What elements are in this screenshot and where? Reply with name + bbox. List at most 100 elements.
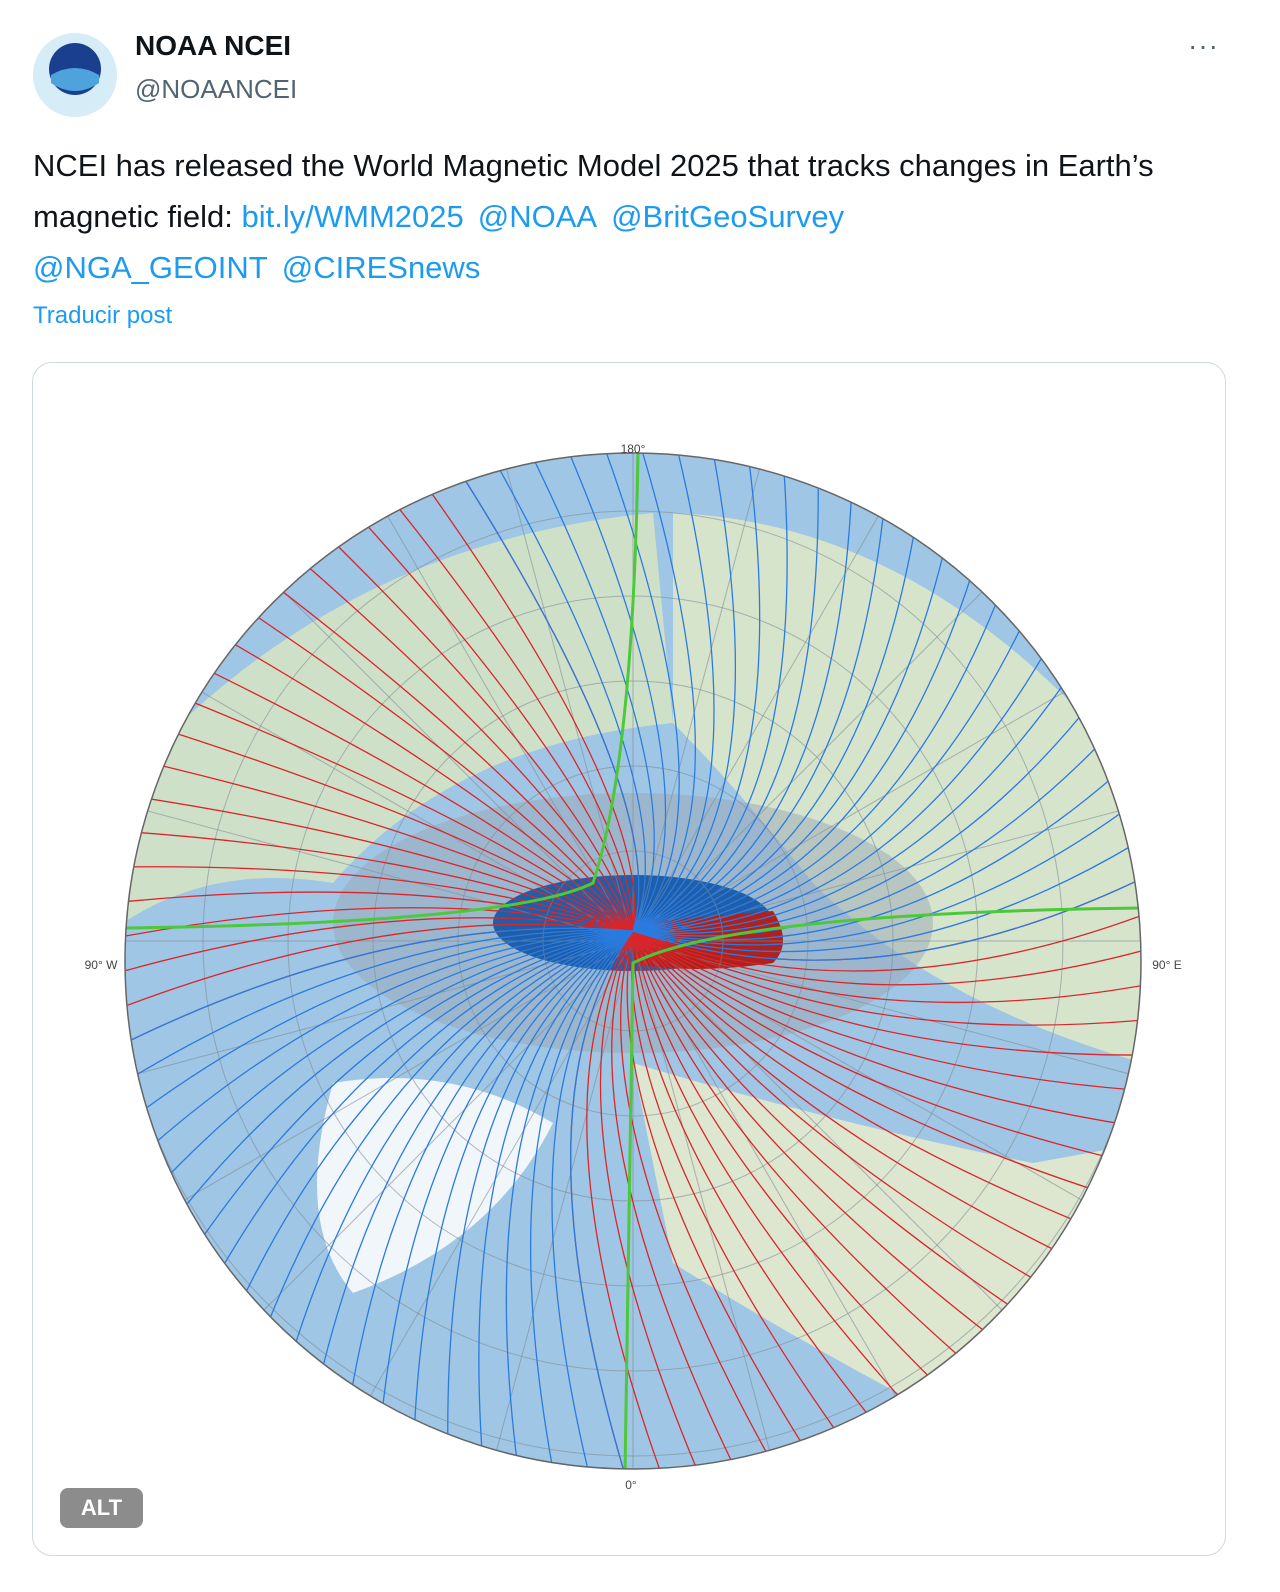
isogonic-line bbox=[447, 930, 634, 1469]
isogonic-line bbox=[632, 599, 1035, 932]
isogonic-line bbox=[478, 930, 634, 1469]
isogonic-line bbox=[570, 930, 634, 1469]
link[interactable]: @CIRESnews bbox=[281, 250, 481, 285]
isogonic-line bbox=[125, 927, 634, 1056]
translate-link[interactable]: Traducir post bbox=[33, 302, 173, 329]
isogonic-line bbox=[125, 929, 634, 1093]
isogonic-line bbox=[378, 930, 634, 1438]
isogonic-line bbox=[125, 923, 634, 1019]
isogonic-line bbox=[131, 930, 634, 1164]
isogonic-line bbox=[185, 658, 634, 932]
isogonic-line bbox=[632, 723, 1119, 937]
meridian bbox=[487, 940, 634, 1469]
meridian bbox=[236, 544, 634, 942]
isogonic-line bbox=[632, 453, 819, 932]
isogonic-line bbox=[632, 930, 1141, 1056]
isogonic-line bbox=[632, 453, 715, 932]
map-layer bbox=[125, 453, 1141, 1469]
isogonic-line bbox=[632, 930, 981, 1376]
isogonic-line bbox=[632, 523, 952, 932]
isogonic-line bbox=[206, 930, 634, 1294]
isogonic-line bbox=[632, 930, 1009, 1350]
author-name[interactable]: NOAA NCEI bbox=[135, 30, 292, 61]
isogonic-line bbox=[505, 930, 634, 1469]
isogonic-line bbox=[632, 453, 788, 932]
isogonic-line bbox=[184, 930, 634, 1264]
meridian bbox=[632, 795, 1141, 942]
meridian bbox=[125, 795, 634, 942]
isogonic-line bbox=[125, 866, 634, 932]
isogonic-line bbox=[632, 930, 920, 1420]
isogonic-line bbox=[520, 453, 655, 932]
isogonic-line bbox=[557, 453, 667, 932]
meridian bbox=[236, 940, 634, 1338]
text: NCEI has released the World Magnetic Mod… bbox=[33, 148, 1154, 234]
isogonic-line bbox=[632, 930, 1081, 1264]
isogonic-line bbox=[346, 502, 634, 932]
isogonic-line bbox=[632, 547, 981, 932]
map: 180° 0° 90° W 90° E bbox=[85, 442, 1182, 1492]
isogonic-line bbox=[231, 599, 634, 932]
map-label: 90° W bbox=[85, 958, 118, 972]
media-card[interactable]: 180° 0° 90° W 90° E bbox=[32, 362, 1226, 1556]
author-handle[interactable]: @NOAANCEI bbox=[135, 74, 298, 104]
isogonic-line bbox=[626, 930, 819, 1469]
alt-badge[interactable]: ALT bbox=[60, 1488, 143, 1528]
isogonic-line bbox=[632, 690, 1102, 934]
avatar[interactable] bbox=[33, 33, 117, 117]
more-button[interactable]: ··· bbox=[1188, 30, 1219, 61]
link[interactable]: @NGA_GEOINT bbox=[33, 250, 268, 285]
isogonic-line bbox=[412, 930, 634, 1455]
link[interactable]: @NOAA bbox=[477, 199, 598, 234]
isogonic-line bbox=[132, 758, 634, 932]
isogonic-line bbox=[594, 453, 680, 932]
meridian bbox=[487, 453, 634, 942]
isogonic-line bbox=[632, 453, 761, 932]
isogonic-line bbox=[257, 572, 634, 932]
link[interactable]: bit.ly/WMM2025 bbox=[241, 199, 464, 234]
isogonic-line bbox=[412, 467, 636, 932]
isogonic-line bbox=[530, 930, 634, 1469]
meridian bbox=[147, 660, 634, 942]
isogonic-line bbox=[632, 930, 1141, 986]
map-label: 90° E bbox=[1152, 958, 1181, 972]
isogonic-line bbox=[164, 930, 634, 1232]
map-label: 180° bbox=[621, 442, 646, 456]
isogonic-line bbox=[147, 930, 634, 1199]
isogonic-line bbox=[632, 930, 951, 1399]
link[interactable]: @BritGeoSurvey bbox=[611, 199, 845, 234]
isogonic-line bbox=[632, 866, 1141, 961]
meridian bbox=[632, 544, 1030, 942]
isogonic-line bbox=[314, 930, 634, 1399]
isogonic-line bbox=[285, 930, 634, 1375]
isogonic-line bbox=[125, 891, 634, 932]
isogonic-line bbox=[632, 484, 888, 932]
isogonic-line bbox=[125, 917, 634, 981]
isogonic-line bbox=[231, 930, 634, 1323]
isogonic-line bbox=[632, 930, 1134, 1164]
meridian bbox=[632, 940, 1141, 1087]
isogonic-line bbox=[632, 930, 1119, 1199]
isogonic-line bbox=[632, 572, 1009, 932]
isogonic-line bbox=[346, 930, 634, 1420]
isogonic-line bbox=[632, 453, 737, 932]
isogonic-line bbox=[632, 930, 1141, 1004]
isogonic-line bbox=[632, 453, 696, 932]
isogonic-line bbox=[257, 930, 634, 1350]
isogonic-line bbox=[125, 930, 634, 1129]
isogonic-line bbox=[632, 903, 1141, 972]
meridian bbox=[632, 453, 779, 942]
isogonic-line bbox=[551, 930, 634, 1469]
meridian bbox=[632, 455, 914, 942]
isogonic-line bbox=[632, 930, 1141, 1026]
isogonic-line bbox=[125, 793, 634, 932]
meridian bbox=[352, 940, 634, 1427]
meridian bbox=[352, 455, 634, 942]
isogonic-line bbox=[125, 829, 634, 932]
meridian bbox=[147, 940, 634, 1222]
post-text: NCEI has released the World Magnetic Mod… bbox=[33, 140, 1223, 293]
agonic-line bbox=[125, 453, 640, 930]
isogonic-line bbox=[147, 723, 634, 932]
isogonic-line bbox=[632, 793, 1141, 946]
